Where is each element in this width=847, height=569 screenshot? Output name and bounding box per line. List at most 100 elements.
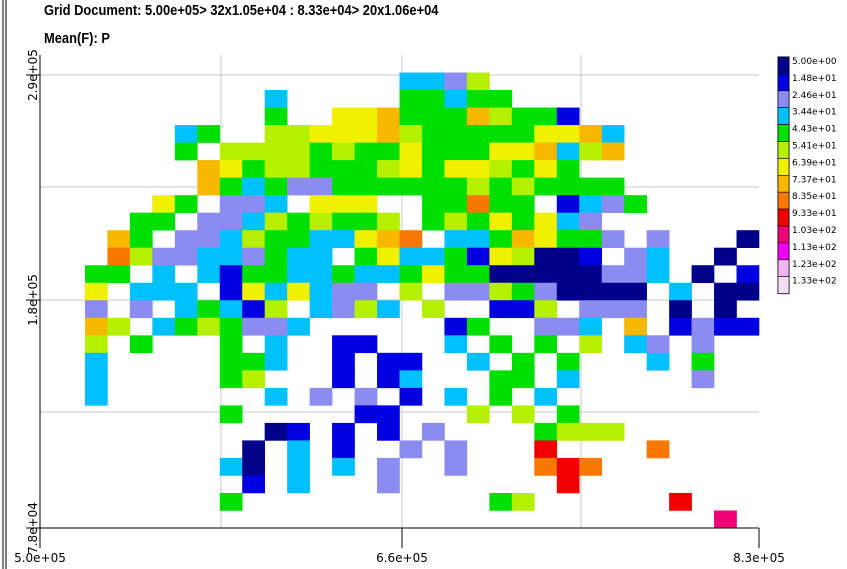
heatmap-cell (332, 300, 355, 319)
heatmap-cell (219, 457, 243, 476)
heatmap-cell (174, 230, 198, 249)
heatmap-cell (579, 422, 603, 441)
heatmap-cell (579, 335, 603, 354)
heatmap-cell (511, 405, 535, 424)
heatmap-cell (489, 335, 513, 354)
heatmap-cell (579, 247, 603, 266)
heatmap-cell (534, 440, 558, 459)
heatmap-cell (152, 265, 176, 284)
heatmap-cell (354, 405, 378, 424)
x-tick-label: 6.6e+05 (376, 551, 428, 565)
heatmap-cell (377, 300, 400, 319)
heatmap-cell (287, 440, 310, 459)
legend-swatch (777, 259, 790, 277)
heatmap-cell (489, 107, 513, 126)
heatmap-cell (242, 265, 265, 284)
heatmap-cell (332, 282, 355, 301)
heatmap-cell (287, 230, 310, 249)
heatmap-cell (444, 440, 468, 459)
heatmap-cell (354, 282, 378, 301)
heatmap-cell (354, 195, 378, 213)
heatmap-cell (444, 247, 468, 266)
heatmap-cell (579, 142, 603, 161)
heatmap-cell (242, 352, 265, 371)
heatmap-cell (332, 177, 355, 196)
heatmap-cell (489, 282, 513, 301)
heatmap-cell (399, 142, 423, 161)
heatmap-cell (332, 107, 355, 126)
heatmap-cell (691, 370, 715, 389)
heatmap-cell (332, 422, 355, 441)
heatmap-cell (332, 125, 355, 143)
heatmap-cell (219, 230, 243, 249)
heatmap-cell (84, 265, 108, 284)
heatmap-cell (579, 317, 603, 336)
legend-swatch (777, 191, 790, 210)
heatmap-cell (736, 282, 760, 301)
heatmap-cell (309, 177, 333, 196)
heatmap-cell (714, 317, 737, 336)
heatmap-cell (556, 107, 580, 126)
heatmap-cell (242, 457, 265, 476)
heatmap-cell (511, 125, 535, 143)
heatmap-cell (579, 300, 603, 319)
heatmap-cell (309, 160, 333, 178)
heatmap-cell (242, 317, 265, 336)
legend-swatch (777, 141, 790, 159)
heatmap-cell (421, 247, 445, 266)
legend-swatch (777, 158, 790, 176)
heatmap-cell (152, 247, 176, 266)
heatmap-cell (219, 160, 243, 178)
heatmap-cell (489, 177, 513, 196)
heatmap-cell (174, 125, 198, 143)
heatmap-cell (174, 195, 198, 213)
heatmap-cell (309, 142, 333, 161)
heatmap-cell (242, 300, 265, 319)
heatmap-cell (152, 195, 176, 213)
legend-label: 4.43e+01 (792, 125, 837, 135)
heatmap-cell (287, 282, 310, 301)
legend-swatch (777, 73, 790, 92)
heatmap-cell (354, 142, 378, 161)
heatmap-cell (354, 300, 378, 319)
heatmap-cell (242, 475, 265, 494)
heatmap-cell (556, 265, 580, 284)
heatmap-cell (332, 230, 355, 249)
heatmap-cell (197, 317, 221, 336)
heatmap-cell (511, 177, 535, 196)
heatmap-cell (579, 230, 603, 249)
y-tick-label: 2.9e+05 (26, 49, 40, 101)
heatmap-cell (511, 212, 535, 231)
heatmap-cell (736, 230, 760, 249)
heatmap-cell (287, 125, 310, 143)
heatmap-cell (466, 317, 490, 336)
heatmap-cell (377, 160, 400, 178)
heatmap-cell (354, 125, 378, 143)
heatmap-cell (354, 177, 378, 196)
heatmap-cell (399, 370, 423, 389)
heatmap-cell (219, 317, 243, 336)
heatmap-cell (219, 335, 243, 354)
heatmap-cell (444, 230, 468, 249)
heatmap-cell (399, 72, 423, 91)
heatmap-cell (354, 160, 378, 178)
heatmap-cell (377, 370, 400, 389)
heatmap-cell (332, 352, 355, 371)
heatmap-cell (556, 457, 580, 476)
legend-label: 1.23e+02 (792, 260, 837, 270)
heatmap-cell (444, 265, 468, 284)
heatmap-cell (242, 160, 265, 178)
heatmap-cell (601, 230, 625, 249)
heatmap-cell (421, 195, 445, 213)
heatmap-cell (242, 247, 265, 266)
heatmap-cell (377, 212, 400, 231)
heatmap-cell (466, 352, 490, 371)
heatmap-cell (377, 405, 400, 424)
heatmap-cell (377, 422, 400, 441)
heatmap-cell (84, 335, 108, 354)
heatmap-cell (354, 230, 378, 249)
heatmap-cell (107, 230, 131, 249)
heatmap-cell (287, 317, 310, 336)
heatmap-cell (332, 440, 355, 459)
